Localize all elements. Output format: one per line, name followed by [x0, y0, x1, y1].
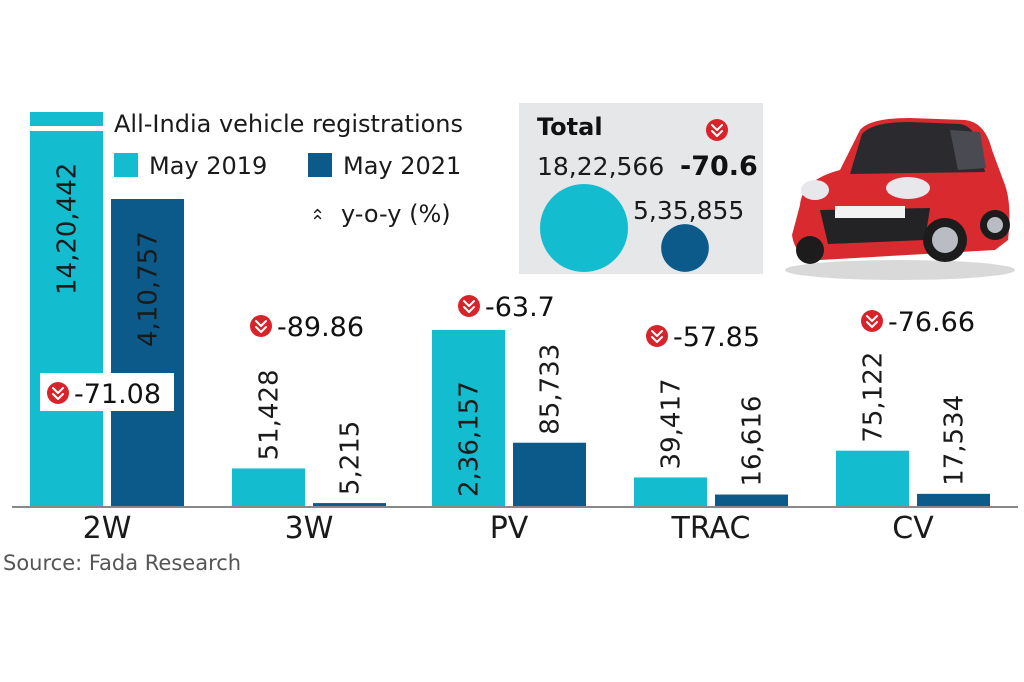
yoy-legend-icon: ⌃ [310, 206, 325, 227]
total-may-2021-value: 5,35,855 [633, 196, 744, 225]
bar-pv-may-2019 [432, 329, 505, 507]
source-note: Source: Fada Research [3, 551, 241, 575]
category-label-2w: 2W [83, 511, 132, 546]
value-label-3w-may-2021: 5,215 [336, 421, 366, 495]
category-label-cv: CV [892, 511, 934, 546]
value-label-pv-may-2021: 85,733 [536, 344, 566, 435]
value-labels: 14,20,442 4,10,757 51,428 5,215 2,36,157 85,7… [53, 163, 970, 497]
yoy-value-3w: -89.86 [277, 312, 364, 343]
yoy-legend-label: y-o-y (%) [341, 200, 451, 228]
category-labels: 2W 3W PV TRAC CV [83, 511, 935, 546]
down-arrow-icon-2w [47, 382, 69, 404]
yoy-value-pv: -63.7 [485, 292, 555, 323]
legend-label-may-2021: May 2021 [343, 152, 461, 180]
legend-label-may-2019: May 2019 [149, 152, 267, 180]
bar-cv-may-2019 [836, 450, 909, 507]
value-label-trac-may-2019: 39,417 [657, 378, 687, 469]
total-bubble-may-2019 [540, 184, 628, 272]
yoy-value-2w: -71.08 [74, 379, 161, 410]
value-label-cv-may-2019: 75,122 [859, 352, 889, 443]
title-bar-marker [30, 112, 103, 126]
total-title: Total [537, 113, 603, 141]
down-arrow-icon-pv [458, 295, 480, 317]
value-label-trac-may-2021: 16,616 [738, 396, 768, 487]
value-label-3w-may-2019: 51,428 [255, 369, 285, 460]
bars [28, 126, 990, 507]
yoy-annotations: -71.08 -89.86 -63.7 -57.85 -76.66 [40, 292, 975, 411]
total-down-badge-icon [706, 119, 728, 141]
bar-pv-may-2021 [513, 442, 586, 507]
total-down-arrow-icon [706, 119, 728, 141]
bar-trac-may-2019 [634, 477, 707, 507]
category-label-pv: PV [490, 511, 529, 546]
bar-2w-may-2021 [111, 199, 184, 507]
total-yoy-value: -70.6 [680, 151, 758, 182]
value-label-2w-may-2019: 14,20,442 [53, 163, 83, 295]
legend-swatch-may-2019 [114, 153, 138, 177]
category-label-3w: 3W [285, 511, 334, 546]
total-bubble-may-2021 [661, 224, 709, 272]
down-arrow-icon-3w [250, 315, 272, 337]
car-image [785, 118, 1015, 280]
yoy-value-trac: -57.85 [673, 322, 760, 353]
bar-cv-may-2021 [917, 493, 990, 507]
bar-2w-may-2019 [30, 130, 103, 507]
total-may-2019-value: 18,22,566 [537, 152, 664, 181]
down-arrow-icon-trac [646, 325, 668, 347]
yoy-value-cv: -76.66 [888, 307, 975, 338]
value-label-pv-may-2019: 2,36,157 [455, 381, 485, 497]
legend-swatch-may-2021 [308, 153, 332, 177]
value-label-cv-may-2021: 17,534 [940, 395, 970, 486]
value-label-2w-may-2021: 4,10,757 [134, 231, 164, 347]
bar-trac-may-2021 [715, 494, 788, 507]
chart-title: All-India vehicle registrations [114, 110, 463, 138]
yoy-legend-icon-2: ⌃ [310, 212, 325, 233]
axis-break-gap [28, 126, 105, 131]
category-label-trac: TRAC [671, 511, 751, 546]
bar-3w-may-2019 [232, 468, 305, 507]
bar-3w-may-2021 [313, 503, 386, 507]
down-arrow-icon-cv [861, 310, 883, 332]
